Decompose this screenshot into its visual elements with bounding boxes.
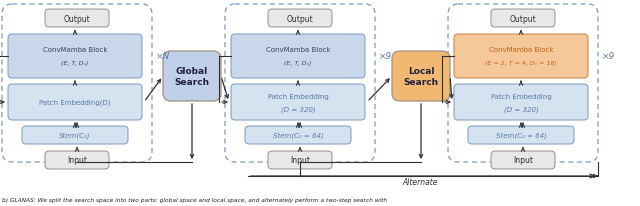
Text: ConvMamba Block: ConvMamba Block [266, 47, 330, 53]
FancyBboxPatch shape [491, 10, 555, 28]
Text: ConvMamba Block: ConvMamba Block [489, 47, 553, 53]
Text: (D = 320): (D = 320) [504, 106, 538, 113]
Text: (E, T, Dₛ): (E, T, Dₛ) [61, 61, 89, 66]
FancyBboxPatch shape [392, 52, 450, 102]
Text: Patch Embedding(D): Patch Embedding(D) [39, 99, 111, 106]
FancyBboxPatch shape [468, 126, 574, 144]
FancyBboxPatch shape [8, 85, 142, 121]
Text: ×N: ×N [156, 52, 170, 61]
Text: Input: Input [513, 156, 533, 165]
FancyBboxPatch shape [268, 151, 332, 169]
Text: Output: Output [63, 14, 90, 23]
FancyBboxPatch shape [268, 10, 332, 28]
Text: Output: Output [509, 14, 536, 23]
Text: Input: Input [67, 156, 87, 165]
FancyBboxPatch shape [454, 35, 588, 79]
Text: Output: Output [287, 14, 314, 23]
FancyBboxPatch shape [45, 151, 109, 169]
Text: (E = 2, T = 4, Dₛ = 16): (E = 2, T = 4, Dₛ = 16) [485, 61, 557, 66]
Text: (D = 320): (D = 320) [280, 106, 316, 113]
FancyBboxPatch shape [491, 151, 555, 169]
FancyBboxPatch shape [245, 126, 351, 144]
Text: Stem(C₀ = 64): Stem(C₀ = 64) [495, 132, 547, 139]
FancyBboxPatch shape [231, 35, 365, 79]
Text: Alternate: Alternate [403, 178, 438, 187]
Text: Stem(C₀): Stem(C₀) [60, 132, 91, 139]
FancyBboxPatch shape [163, 52, 221, 102]
Text: Patch Embedding: Patch Embedding [491, 94, 552, 99]
FancyBboxPatch shape [454, 85, 588, 121]
Text: (E, T, Dₛ): (E, T, Dₛ) [284, 61, 312, 66]
Text: ConvMamba Block: ConvMamba Block [43, 47, 108, 53]
Text: ×9: ×9 [602, 52, 615, 61]
Text: ×9: ×9 [379, 52, 392, 61]
Text: Input: Input [290, 156, 310, 165]
FancyBboxPatch shape [231, 85, 365, 121]
Text: Stem(C₀ = 64): Stem(C₀ = 64) [273, 132, 323, 139]
FancyBboxPatch shape [22, 126, 128, 144]
Text: Local
Search: Local Search [403, 67, 438, 86]
Text: Patch Embedding: Patch Embedding [268, 94, 328, 99]
FancyBboxPatch shape [8, 35, 142, 79]
Text: Global
Search: Global Search [175, 67, 209, 86]
FancyBboxPatch shape [45, 10, 109, 28]
Text: b) GLANAS: We split the search space into two parts: global space and local spac: b) GLANAS: We split the search space int… [2, 197, 387, 202]
